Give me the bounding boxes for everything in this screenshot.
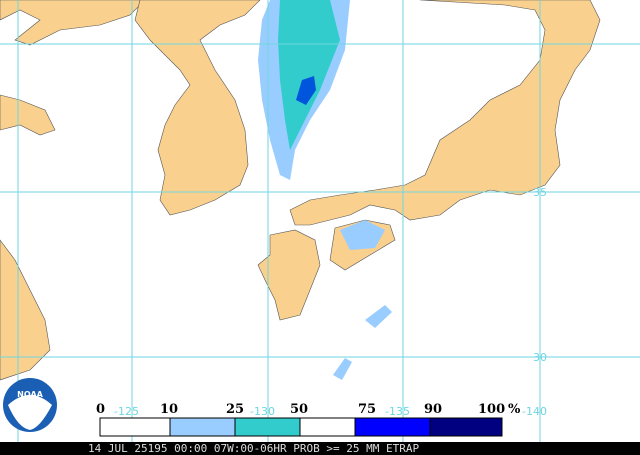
precip-25 [278,0,340,150]
lon-label: -140 [522,405,547,418]
footer-text: 14 JUL 25195 00:00 07W:00-06HR PROB >= 2… [88,442,420,455]
lat-label: 35 [533,186,547,199]
shandong [0,94,56,136]
precip-50 [296,76,316,105]
legend-label: 100 [478,402,505,417]
logo-text: NOAA [17,390,43,399]
graticule [0,0,640,442]
logo-wave [8,395,52,430]
legend-swatch [429,417,503,437]
precip [258,0,392,380]
legend-swatch [234,417,301,437]
lat-label: 30 [533,351,547,364]
legend-swatch [169,417,236,437]
china-north [0,0,146,46]
legend-swatch [299,417,356,437]
legend-label: 90 [424,402,442,417]
legend-label: 10 [160,402,178,417]
logo: NOAA [3,378,57,432]
legend-swatch [99,417,171,437]
lon-label: -135 [385,405,410,418]
korea [134,0,261,216]
lon-label: -125 [114,405,139,418]
kyushu [257,229,321,321]
legend-label: 50 [290,402,308,417]
legend-label: 25 [226,402,244,417]
legend-swatch [354,417,431,437]
honshu [289,0,601,226]
precip-shikoku [340,220,385,250]
footer-bar [0,442,640,455]
legend: 0 10 25 50 75 90 100 % [96,402,521,437]
precip-south2 [333,358,352,380]
legend-label: 75 [358,402,376,417]
lon-label: -130 [250,405,275,418]
precip-south [365,305,392,328]
legend-label: 0 [96,402,105,417]
legend-unit: % [508,402,521,417]
